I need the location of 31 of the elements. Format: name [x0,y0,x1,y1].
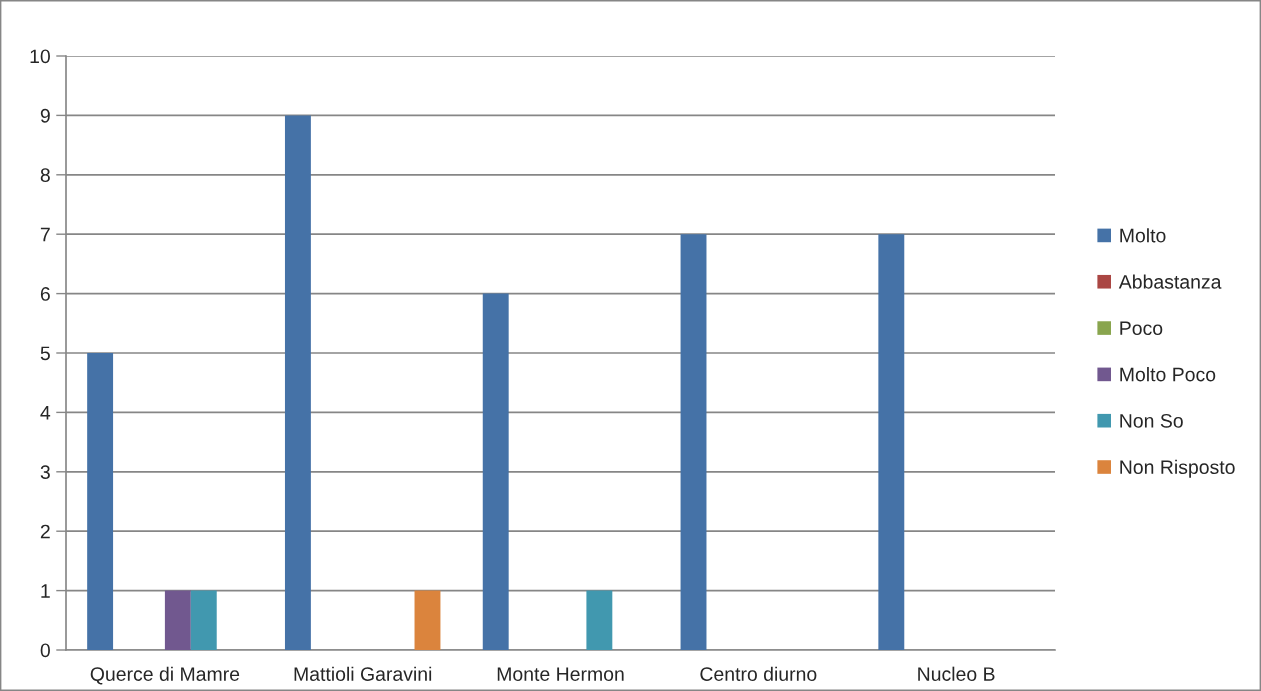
legend-label: Abbastanza [1118,274,1222,289]
x-tick-label: Nucleo B [918,666,995,681]
y-tick-label: 2 [40,524,50,539]
y-tick-label: 6 [40,287,50,301]
legend-label: Poco [1120,321,1163,336]
y-tick-label: 3 [40,465,50,480]
x-tick-label: Monte Hermon [497,667,624,681]
y-tick-label: 9 [40,108,50,123]
bar [414,590,441,650]
legend-label: Non So [1120,413,1183,428]
y-tick-label: 0 [40,643,50,658]
y-tick-label: 4 [40,406,51,420]
x-tick-label: Mattioli Garavini [294,666,432,681]
bar [164,590,191,650]
bar [680,234,707,650]
y-tick-label: 8 [40,168,50,183]
legend-label: Non Risposto [1120,459,1235,478]
bar [878,234,905,650]
legend-label: Molto Poco [1120,367,1216,382]
bar [284,115,311,650]
y-tick-label: 1 [41,584,50,598]
x-tick-label: Querce di Mamre [90,666,240,685]
bar [87,353,114,650]
y-tick-label: 5 [40,346,50,361]
y-tick-label: 7 [40,227,50,242]
x-tick-label: Centro diurno [700,666,817,681]
legend-label: Molto [1120,228,1166,243]
bar [586,590,613,650]
bar [190,590,217,650]
y-tick-label: 10 [30,49,50,64]
bar [482,293,509,650]
